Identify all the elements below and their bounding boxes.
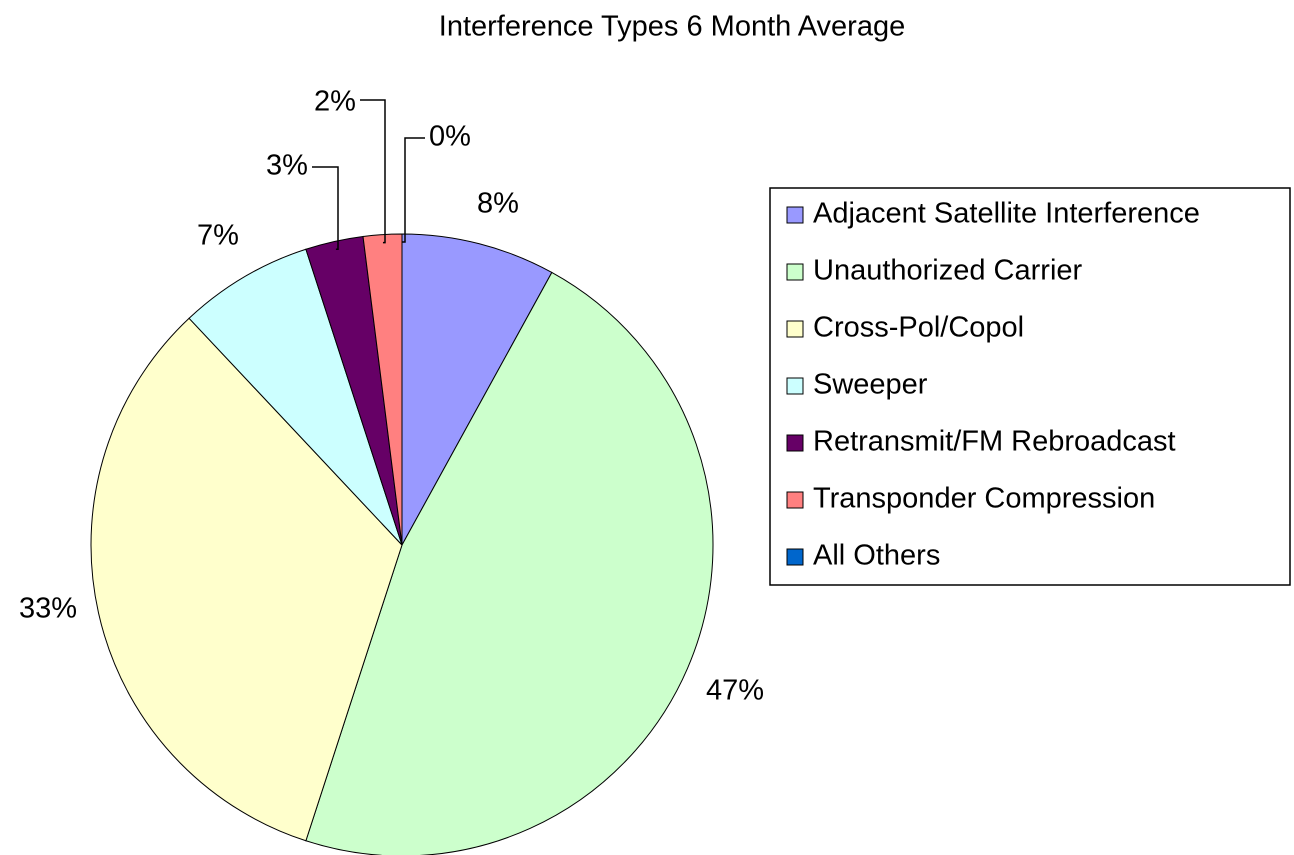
legend-label: Transponder Compression bbox=[813, 483, 1155, 515]
legend-label: Adjacent Satellite Interference bbox=[813, 198, 1200, 230]
legend-swatch bbox=[786, 206, 804, 224]
pie-slice bbox=[305, 271, 714, 855]
legend-box bbox=[769, 187, 1291, 586]
legend-label: Sweeper bbox=[813, 369, 928, 401]
pie-slice bbox=[401, 233, 553, 546]
legend-swatch bbox=[786, 263, 804, 281]
legend-swatch bbox=[786, 320, 804, 338]
chart-title: Interference Types 6 Month Average bbox=[439, 11, 905, 43]
legend-swatch bbox=[786, 434, 804, 452]
data-label: 33% bbox=[19, 593, 77, 625]
leader-line bbox=[402, 137, 425, 243]
legend-swatch bbox=[786, 377, 804, 395]
data-label: 3% bbox=[266, 150, 308, 182]
legend-swatch bbox=[786, 548, 804, 566]
data-label: 7% bbox=[197, 220, 239, 252]
leader-line bbox=[312, 166, 339, 251]
legend-label: Retransmit/FM Rebroadcast bbox=[813, 426, 1176, 458]
data-label: 2% bbox=[314, 86, 356, 118]
legend-swatch bbox=[786, 491, 804, 509]
pie-slice bbox=[188, 248, 403, 546]
data-label: 47% bbox=[706, 675, 764, 707]
legend-label: Cross-Pol/Copol bbox=[813, 312, 1024, 344]
pie-slice bbox=[90, 317, 403, 842]
data-label: 8% bbox=[477, 188, 519, 220]
data-label: 0% bbox=[429, 121, 471, 153]
leader-line bbox=[360, 99, 386, 244]
legend-label: Unauthorized Carrier bbox=[813, 255, 1083, 287]
legend-label: All Others bbox=[813, 540, 940, 572]
